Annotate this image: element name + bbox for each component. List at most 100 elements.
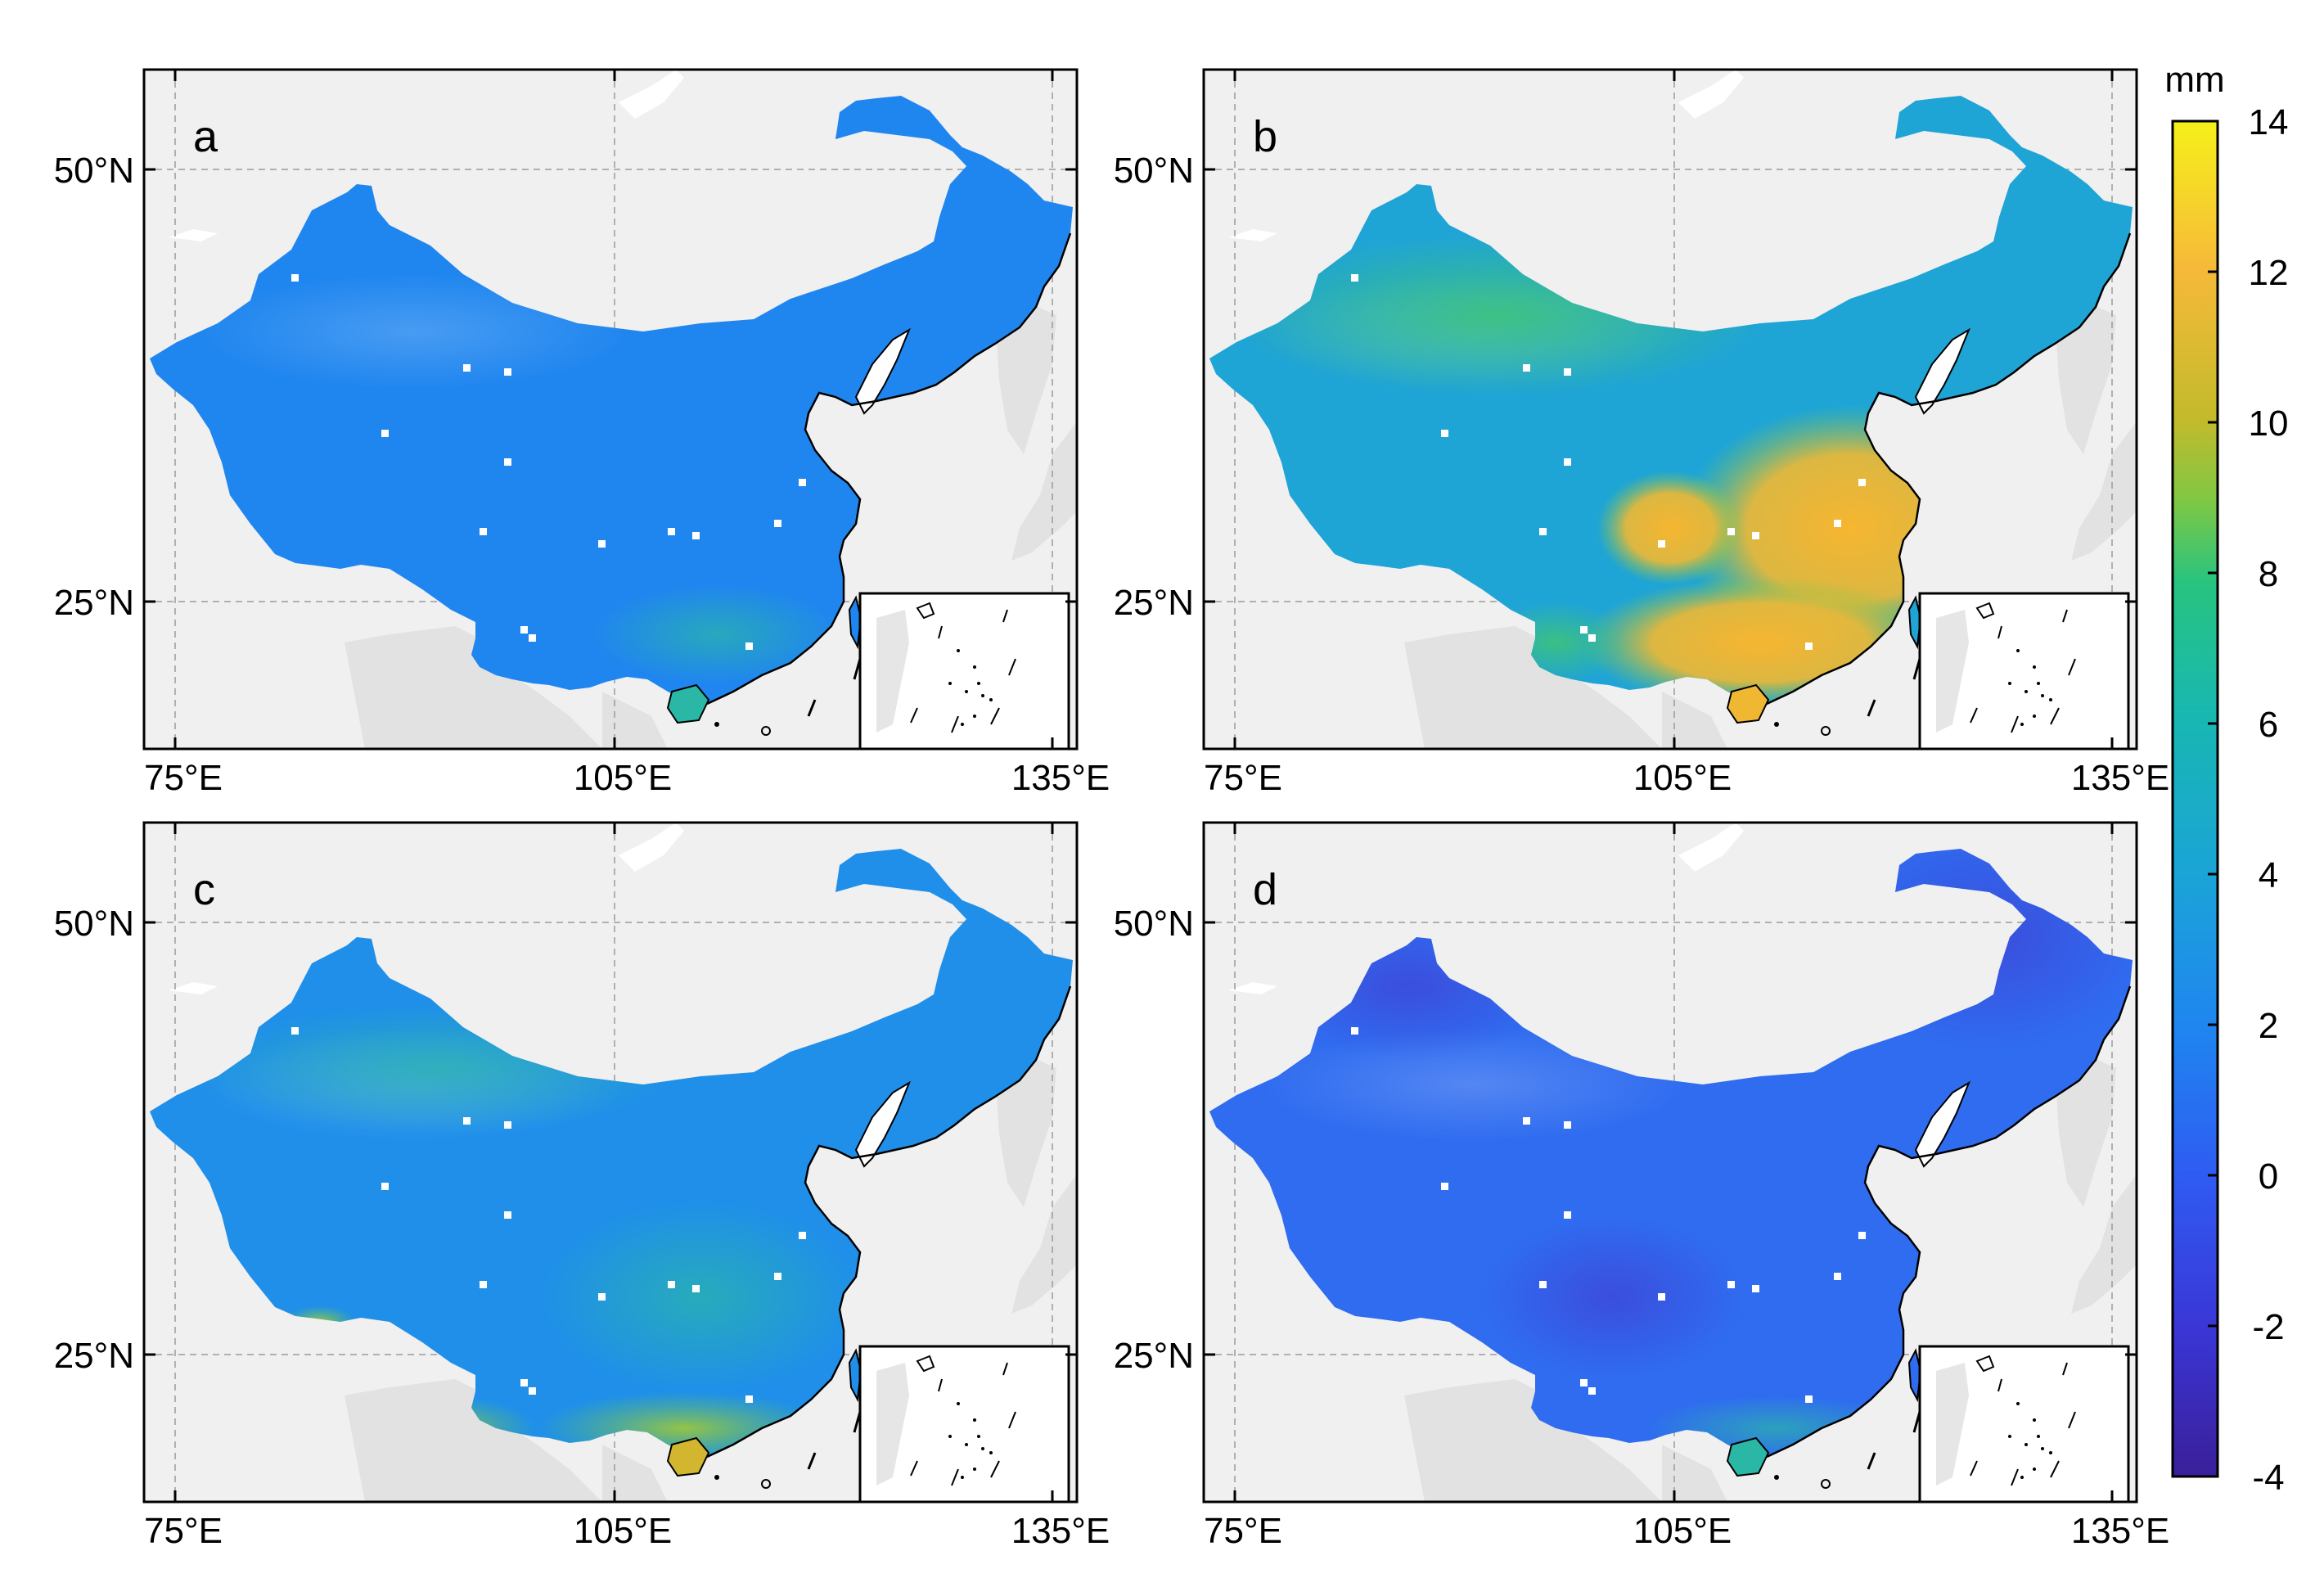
japan-islands [1011,1174,1077,1314]
lake-balkhash [169,229,218,241]
lake-balkhash [169,982,218,994]
panel-label: b [1253,112,1277,161]
colorbar-tick-label: 12 [2249,253,2289,293]
lon-tick-label: 75°E [1204,758,1282,798]
hainan-island [1726,683,1770,724]
map-panel-a: a 50°N 25°N 75°E 105°E 135°E [54,68,1110,798]
south-sea-island [761,726,771,736]
lon-tick-label: 105°E [1633,1511,1732,1551]
colorbar-tick-label: -2 [2252,1307,2284,1347]
china-coastline [706,232,1072,706]
lon-tick-label: 105°E [574,758,672,798]
colorbar-tick-label: -4 [2252,1458,2284,1498]
korea-peninsula [2055,303,2116,454]
map-panel-d: d 50°N 25°N 75°E 105°E 135°E [1114,821,2169,1551]
lat-tick-label: 25°N [54,583,134,623]
lake-balkhash [1228,229,1277,241]
bohai-sea [1914,327,1971,415]
south-china-sea-inset [858,592,1070,751]
lon-tick-label: 75°E [1204,1511,1282,1551]
south-sea-island [714,722,719,727]
panel-label: c [193,865,215,914]
colorbar-tick-label: 8 [2259,554,2278,594]
lon-tick-label: 75°E [144,1511,223,1551]
lake-baikal [619,70,684,119]
south-china-sea-inset [858,1345,1070,1504]
lat-tick-label: 50°N [1114,904,1194,944]
nine-dash-segment [807,699,817,717]
bohai-sea [1914,1080,1971,1168]
hainan-island [666,683,710,724]
bohai-sea [854,327,912,415]
lake-baikal [619,823,684,872]
china-coastline [706,985,1072,1459]
lake-balkhash [1228,982,1277,994]
hainan-island [1726,1436,1770,1477]
lake-baikal [1678,823,1744,872]
lon-tick-label: 135°E [2071,758,2169,798]
lat-tick-label: 50°N [54,904,134,944]
colorbar-gradient [2171,119,2219,1478]
lon-tick-label: 135°E [2071,1511,2169,1551]
japan-islands [1011,422,1077,561]
lat-tick-label: 25°N [54,1336,134,1376]
southeast-asia-land [345,626,602,749]
china-coastline [1766,985,2132,1459]
colorbar-tick-label: 14 [2249,102,2289,142]
map-panel-b: b 50°N 25°N 75°E 105°E 135°E [1114,68,2169,798]
colorbar-tick-label: 6 [2259,705,2278,745]
japan-islands [2071,1174,2137,1314]
south-sea-island [1774,722,1779,727]
indochina-land [1662,1445,1727,1502]
map-frame [1202,68,2138,751]
southeast-asia-land [1404,1379,1662,1502]
map-frame [1202,821,2138,1504]
lat-tick-label: 50°N [54,151,134,191]
china-coastline [1766,232,2132,706]
indochina-land [1662,692,1727,749]
colorbar-unit-label: mm [2164,60,2224,100]
southeast-asia-land [345,1379,602,1502]
panel-label: d [1253,865,1277,914]
colorbar-tick-label: 10 [2249,404,2289,444]
nine-dash-segment [1867,1452,1876,1470]
lat-tick-label: 25°N [1114,583,1194,623]
lon-tick-label: 105°E [574,1511,672,1551]
korea-peninsula [995,1056,1056,1207]
lat-tick-label: 50°N [1114,151,1194,191]
south-sea-island [1774,1475,1779,1480]
nine-dash-segment [1867,699,1876,717]
korea-peninsula [2055,1056,2116,1207]
map-panels: a 50°N 25°N 75°E 105°E 135°E b 50°N 25°N 75°E 105°… [54,68,2169,1551]
bohai-sea [854,1080,912,1168]
colorbar-tick-label: 4 [2259,855,2278,895]
nine-dash-segment [807,1452,817,1470]
map-panel-c: c 50°N 25°N 75°E 105°E 135°E [54,821,1110,1551]
colorbar-tick-label: 2 [2259,1006,2278,1046]
japan-islands [2071,422,2137,561]
lon-tick-label: 135°E [1011,1511,1110,1551]
south-china-sea-inset [1918,592,2130,751]
korea-peninsula [995,303,1056,454]
hainan-island [666,1436,710,1477]
colorbar: mm 14 12 10 8 6 4 2 0 -2 -4 [2164,60,2288,1498]
south-sea-island [1821,726,1831,736]
lake-baikal [1678,70,1744,119]
lon-tick-label: 135°E [1011,758,1110,798]
lon-tick-label: 105°E [1633,758,1732,798]
south-china-sea-inset [1918,1345,2130,1504]
map-frame [142,68,1079,751]
south-sea-island [714,1475,719,1480]
lat-tick-label: 25°N [1114,1336,1194,1376]
colorbar-ticks: 14 12 10 8 6 4 2 0 -2 -4 [2208,102,2288,1498]
indochina-land [602,1445,668,1502]
south-sea-island [1821,1479,1831,1489]
panel-label: a [193,112,218,161]
map-frame [142,821,1079,1504]
southeast-asia-land [1404,626,1662,749]
colorbar-tick-label: 0 [2259,1156,2278,1197]
lon-tick-label: 75°E [144,758,223,798]
south-sea-island [761,1479,771,1489]
indochina-land [602,692,668,749]
